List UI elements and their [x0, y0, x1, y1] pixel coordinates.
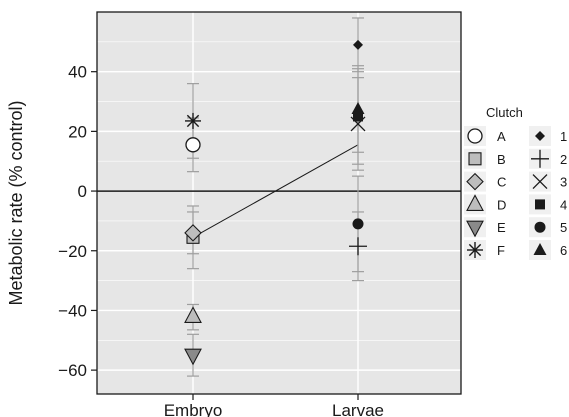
data-points — [184, 39, 367, 366]
legend-label-B: B — [497, 152, 506, 167]
y-tick-label: −40 — [58, 301, 87, 320]
y-tick-label: 40 — [68, 63, 87, 82]
legend-label-D: D — [497, 197, 506, 212]
legend-key-2 — [531, 149, 549, 168]
legend-key-F — [467, 242, 483, 258]
legend-label-4: 4 — [560, 197, 567, 212]
y-tick-label: 0 — [78, 182, 87, 201]
point-larvae-4 — [353, 111, 363, 122]
legend-label-A: A — [497, 129, 506, 144]
plot-panel — [97, 12, 461, 394]
legend-label-5: 5 — [560, 220, 567, 235]
y-tick-label: 20 — [68, 122, 87, 141]
point-embryo-F — [185, 112, 201, 129]
point-larvae-6 — [351, 101, 365, 114]
point-larvae-5 — [352, 218, 364, 230]
mean-line — [192, 144, 359, 238]
y-tick-label: −60 — [58, 361, 87, 380]
point-embryo-C — [184, 224, 202, 242]
legend-key-D — [466, 194, 484, 211]
point-embryo-D — [184, 306, 202, 323]
x-tick-label: Embryo — [164, 401, 223, 417]
legend-label-C: C — [497, 175, 506, 190]
legend-label-1: 1 — [560, 129, 567, 144]
legend-label-3: 3 — [560, 175, 567, 190]
legend-key-A — [467, 128, 483, 144]
x-axis-ticks: Embryo Larvae — [164, 394, 384, 417]
plot-border — [96, 11, 462, 395]
point-embryo-A — [185, 137, 201, 153]
legend-label-6: 6 — [560, 243, 567, 258]
y-axis-ticks: −60 −40 −20 0 20 40 — [58, 63, 97, 380]
legend-title: Clutch — [486, 105, 523, 120]
legend-key-1 — [535, 131, 545, 141]
y-axis-title: Metabolic rate (% control) — [6, 100, 26, 305]
legend-key-B — [468, 152, 482, 166]
legend-key-6 — [533, 243, 547, 255]
legend-label-E: E — [497, 220, 506, 235]
y-tick-label: −20 — [58, 242, 87, 261]
point-larvae-2 — [349, 237, 367, 256]
legend-key-4 — [535, 199, 545, 210]
x-tick-label: Larvae — [332, 401, 384, 417]
legend-label-2: 2 — [560, 152, 567, 167]
mean-trend-line — [192, 144, 359, 238]
legend-label-F: F — [497, 243, 505, 258]
legend-key-3 — [532, 174, 548, 190]
point-embryo-E — [184, 348, 202, 366]
legend-key-E — [466, 220, 484, 238]
point-larvae-1 — [353, 39, 363, 50]
legend-key-5 — [534, 221, 546, 233]
legend-key-C — [466, 172, 484, 191]
